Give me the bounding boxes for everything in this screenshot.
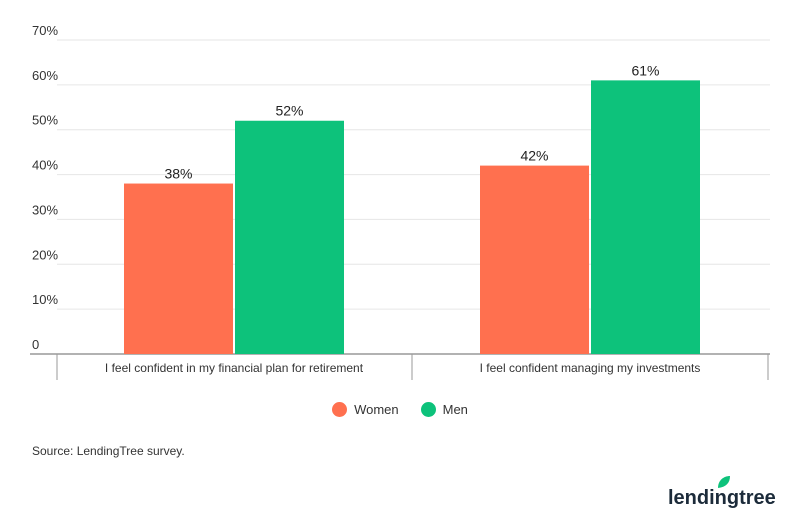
legend-item-men: Men <box>420 402 468 417</box>
y-tick-label: 70% <box>32 23 58 38</box>
legend-label: Men <box>442 402 468 417</box>
bar-men <box>235 120 344 354</box>
bar-chart: 0 10% 20% 30% 40% 50% 60% 70% I feel confident i… <box>30 23 770 380</box>
legend-swatch <box>332 402 348 417</box>
x-tick-label: I feel confident managing my investments <box>480 361 701 375</box>
data-label: 52% <box>275 103 303 119</box>
y-tick-label: 30% <box>32 202 58 217</box>
bar-men <box>591 80 700 354</box>
y-tick-label: 10% <box>32 292 58 307</box>
lendingtree-logo: lendingtree <box>668 476 776 508</box>
y-tick-label: 60% <box>32 68 58 83</box>
y-tick-label: 50% <box>32 113 58 128</box>
leaf-icon <box>718 476 730 488</box>
source-note: Source: LendingTree survey. <box>32 444 185 458</box>
y-tick-label: 20% <box>32 247 58 262</box>
y-tick-label: 40% <box>32 158 58 173</box>
legend: Women Men <box>0 402 800 417</box>
legend-swatch <box>420 402 436 417</box>
x-tick-label: I feel confident in my financial plan fo… <box>105 361 364 375</box>
y-tick-label: 0 <box>32 337 39 352</box>
data-label: 38% <box>164 166 192 182</box>
bar-women <box>480 165 589 354</box>
data-label: 61% <box>631 62 659 78</box>
bar-women <box>124 183 233 354</box>
legend-item-women: Women <box>332 402 399 417</box>
legend-label: Women <box>354 402 399 417</box>
svg-text:lendingtree: lendingtree <box>668 487 776 508</box>
data-label: 42% <box>520 148 548 164</box>
